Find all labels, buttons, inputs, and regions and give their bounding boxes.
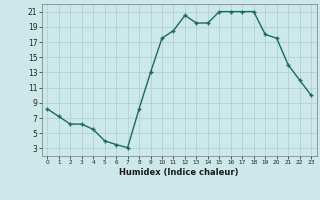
X-axis label: Humidex (Indice chaleur): Humidex (Indice chaleur) bbox=[119, 168, 239, 177]
